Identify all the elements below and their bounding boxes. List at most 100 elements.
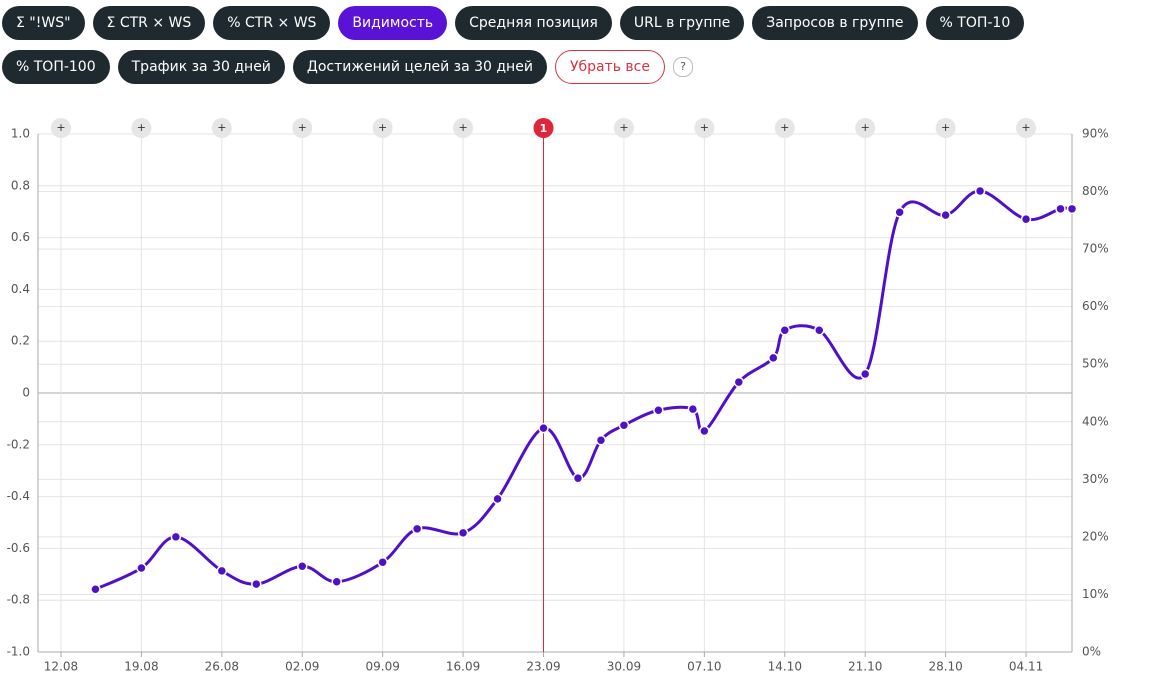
y-tick-label: 0: [22, 386, 30, 400]
add-annotation-label: +: [458, 121, 467, 134]
point: [251, 578, 262, 590]
point: [90, 584, 101, 595]
point: [1066, 203, 1078, 215]
help-button[interactable]: ?: [673, 57, 693, 77]
x-tick-label: 09.09: [365, 660, 399, 674]
add-annotation-circle: [1016, 118, 1037, 138]
metric-button[interactable]: Видимость: [338, 6, 448, 40]
metric-button[interactable]: Трафик за 30 дней: [117, 50, 285, 84]
point: [1020, 213, 1032, 225]
clear-button[interactable]: Убрать все: [554, 50, 665, 84]
add-annotation-circle: [50, 118, 71, 138]
metric-button[interactable]: Достижений целей за 30 дней: [292, 50, 547, 84]
y-tick-label: 0.6: [11, 230, 30, 244]
point: [779, 325, 791, 336]
point: [768, 352, 779, 364]
add-annotation-button[interactable]: +: [855, 118, 876, 138]
add-annotation-label: +: [298, 121, 307, 134]
y2-tick-label: 40%: [1082, 414, 1109, 428]
annotation-marker[interactable]: 1: [533, 118, 554, 138]
y-tick-label: -1.0: [7, 645, 30, 659]
metric-button[interactable]: URL в группе: [619, 6, 745, 40]
metric-button[interactable]: Средняя позиция: [455, 6, 612, 40]
add-annotation-label: +: [941, 121, 950, 134]
point: [687, 403, 699, 415]
add-annotation-circle: [613, 118, 634, 138]
point: [940, 209, 951, 221]
add-annotation-label: +: [137, 121, 146, 134]
point: [296, 560, 308, 572]
metric-button[interactable]: % ТОП-10: [925, 6, 1025, 40]
add-annotation-button[interactable]: +: [774, 118, 795, 138]
y2-tick-label: 30%: [1082, 472, 1109, 486]
add-annotation-button[interactable]: +: [131, 118, 152, 138]
toolbar: Σ "!WS" Σ CTR × WS% CTR × WS Видимость Сред…: [2, 6, 1122, 84]
y-tick-label: -0.6: [7, 541, 30, 555]
point: [653, 405, 664, 416]
point: [572, 472, 584, 484]
point: [859, 368, 871, 380]
y-tick-label: -0.2: [7, 437, 30, 451]
point: [1055, 203, 1066, 215]
annotation-badge: [533, 118, 554, 138]
add-annotation-circle: [774, 118, 795, 138]
line: [94, 189, 1073, 591]
add-annotation-circle: [935, 118, 956, 138]
add-annotation-circle: [453, 118, 474, 138]
y2-tick-label: 70%: [1082, 242, 1109, 256]
metric-button[interactable]: Σ "!WS": [2, 6, 85, 40]
y2-tick-label: 60%: [1082, 299, 1109, 313]
add-annotation-label: +: [619, 121, 628, 134]
add-annotation-button[interactable]: +: [211, 118, 232, 138]
metric-button[interactable]: % ТОП-100: [2, 50, 110, 84]
x-tick-label: 28.10: [928, 660, 962, 674]
point: [377, 556, 388, 568]
add-annotation-button[interactable]: +: [292, 118, 313, 138]
y-tick-label: -0.4: [7, 489, 30, 503]
add-annotation-label: +: [56, 121, 65, 134]
point: [457, 527, 469, 539]
point: [170, 531, 182, 543]
y-tick-label: 0.4: [11, 282, 30, 296]
add-annotation-button[interactable]: +: [50, 118, 71, 138]
add-annotation-label: +: [1021, 121, 1030, 134]
add-annotation-circle: [211, 118, 232, 138]
x-tick-label: 19.08: [124, 660, 158, 674]
point: [136, 562, 147, 574]
add-annotation-circle: [292, 118, 313, 138]
point: [733, 376, 745, 388]
y-tick-label: 0.8: [11, 178, 30, 192]
add-annotation-button[interactable]: +: [694, 118, 715, 138]
x-tick-label: 04.11: [1009, 660, 1043, 674]
add-annotation-button[interactable]: +: [453, 118, 474, 138]
point: [216, 565, 228, 577]
add-annotation-circle: [131, 118, 152, 138]
add-annotation-button[interactable]: +: [935, 118, 956, 138]
x-tick-label: 21.10: [848, 660, 882, 674]
metric-button[interactable]: Запросов в группе: [752, 6, 918, 40]
add-annotation-circle: [694, 118, 715, 138]
x-tick-label: 30.09: [607, 660, 641, 674]
metric-button[interactable]: Σ CTR × WS: [92, 6, 206, 40]
add-annotation-label: +: [780, 121, 789, 134]
y2-tick-label: 80%: [1082, 184, 1109, 198]
y-tick-label: -0.8: [7, 593, 30, 607]
y2-tick-label: 10%: [1082, 587, 1109, 601]
y-tick-label: 1.0: [11, 127, 30, 141]
add-annotation-button[interactable]: +: [372, 118, 393, 138]
y-tick-label: 0.2: [11, 334, 30, 348]
add-annotation-circle: [372, 118, 393, 138]
y2-tick-label: 20%: [1082, 529, 1109, 543]
x-tick-label: 16.09: [446, 660, 480, 674]
y2-tick-label: 0%: [1082, 645, 1101, 659]
add-annotation-button[interactable]: +: [613, 118, 634, 138]
point: [618, 419, 630, 431]
metric-button[interactable]: % CTR × WS: [213, 6, 331, 40]
add-annotation-button[interactable]: +: [1016, 118, 1037, 138]
point: [411, 523, 423, 535]
point: [331, 576, 342, 588]
add-annotation-label: +: [861, 121, 870, 134]
x-tick-label: 07.10: [687, 660, 721, 674]
